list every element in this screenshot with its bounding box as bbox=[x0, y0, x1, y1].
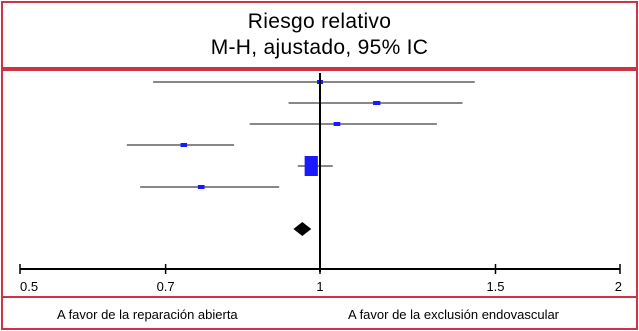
study-point-marker bbox=[333, 122, 341, 126]
study-point-marker bbox=[304, 156, 318, 176]
favors-left-label: A favor de la reparación abierta bbox=[57, 307, 238, 322]
x-axis-tick-label: 1.5 bbox=[486, 279, 504, 294]
plot-area bbox=[1, 68, 638, 296]
x-axis-tick-label: 0.7 bbox=[157, 279, 175, 294]
study-point-marker bbox=[373, 101, 381, 105]
chart-title-line2: M-H, ajustado, 95% IC bbox=[210, 36, 429, 59]
study-point-marker bbox=[197, 185, 205, 189]
favors-right-label: A favor de la exclusión endovascular bbox=[348, 307, 560, 322]
x-axis-tick-label: 2 bbox=[615, 279, 622, 294]
chart-header: Riesgo relativo M-H, ajustado, 95% IC bbox=[1, 1, 638, 69]
study-point-marker bbox=[180, 143, 188, 147]
x-axis-tick-label: 0.5 bbox=[20, 279, 38, 294]
x-axis-tick-label: 1 bbox=[316, 279, 323, 294]
pooled-estimate-diamond bbox=[293, 222, 312, 236]
favors-footer: A favor de la reparación abierta A favor… bbox=[1, 296, 638, 330]
chart-title-line1: Riesgo relativo bbox=[247, 10, 392, 33]
